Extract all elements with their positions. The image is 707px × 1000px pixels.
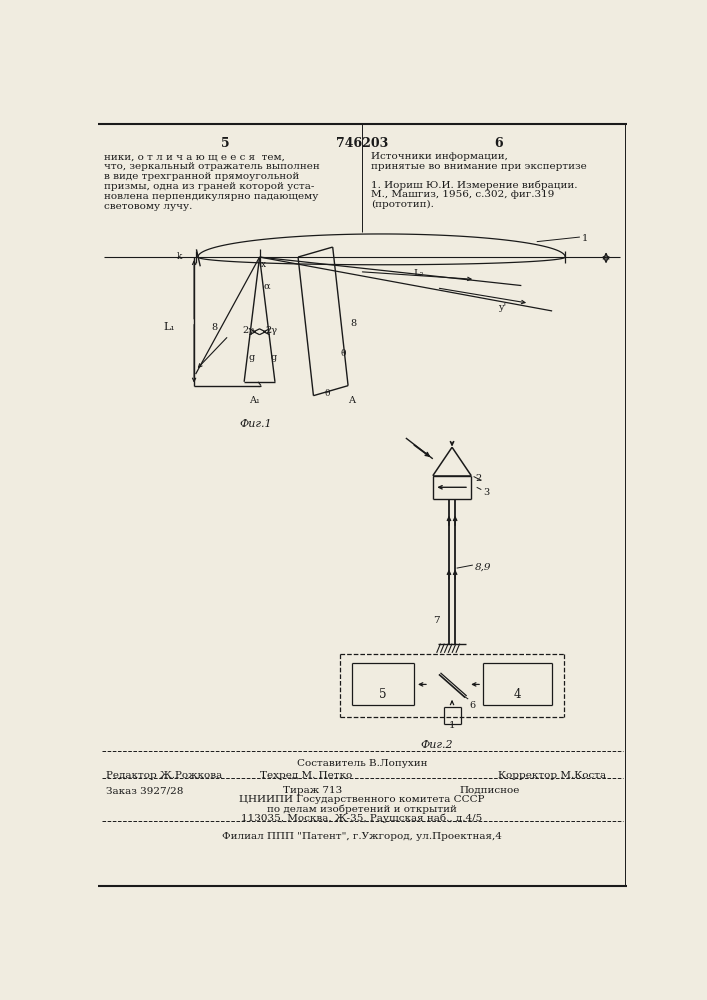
- Text: θ: θ: [325, 389, 330, 398]
- Text: Составитель В.Лопухин: Составитель В.Лопухин: [297, 759, 427, 768]
- Text: 1: 1: [449, 721, 455, 730]
- Text: 4: 4: [514, 688, 521, 701]
- Text: Корректор М.Коста: Корректор М.Коста: [498, 771, 607, 780]
- Text: 1. Иориш Ю.И. Измерение вибрации.: 1. Иориш Ю.И. Измерение вибрации.: [371, 180, 578, 190]
- Text: Редактор Ж.Рожкова: Редактор Ж.Рожкова: [105, 771, 222, 780]
- Text: 6: 6: [469, 701, 476, 710]
- Text: принятые во внимание при экспертизе: принятые во внимание при экспертизе: [371, 162, 587, 171]
- Text: Подписное: Подписное: [460, 786, 520, 795]
- Text: что, зеркальный отражатель выполнен: что, зеркальный отражатель выполнен: [104, 162, 320, 171]
- Text: 113035, Москва, Ж-35, Раушская наб., д.4/5: 113035, Москва, Ж-35, Раушская наб., д.4…: [241, 814, 483, 823]
- Text: 3: 3: [483, 488, 489, 497]
- Text: 2γ: 2γ: [266, 326, 278, 335]
- Text: по делам изобретений и открытий: по делам изобретений и открытий: [267, 805, 457, 814]
- Text: 5: 5: [379, 688, 387, 701]
- Text: y': y': [498, 303, 506, 312]
- Text: Источники информации,: Источники информации,: [371, 152, 508, 161]
- Text: 2: 2: [475, 474, 481, 483]
- Text: световому лучу.: световому лучу.: [104, 202, 192, 211]
- Text: g: g: [249, 353, 255, 362]
- Text: (прототип).: (прототип).: [371, 200, 434, 209]
- Text: θ: θ: [340, 349, 346, 358]
- Text: Фиг.1: Фиг.1: [240, 419, 272, 429]
- Text: L₂: L₂: [414, 269, 424, 278]
- Text: g: g: [270, 353, 276, 362]
- Text: 7: 7: [433, 616, 440, 625]
- Text: Заказ 3927/28: Заказ 3927/28: [105, 786, 183, 795]
- Text: 1: 1: [581, 234, 588, 243]
- Text: Тираж 713: Тираж 713: [283, 786, 342, 795]
- Text: Техред М. Петко: Техред М. Петко: [259, 771, 352, 780]
- Text: 8: 8: [212, 323, 218, 332]
- Text: в виде трехгранной прямоугольной: в виде трехгранной прямоугольной: [104, 172, 299, 181]
- Text: новлена перпендикулярно падающему: новлена перпендикулярно падающему: [104, 192, 318, 201]
- Text: Фиг.2: Фиг.2: [421, 740, 453, 750]
- Text: призмы, одна из граней которой уста-: призмы, одна из граней которой уста-: [104, 182, 315, 191]
- Text: A₁: A₁: [249, 396, 259, 405]
- Text: L₁: L₁: [163, 322, 175, 332]
- Text: ники, о т л и ч а ю щ е е с я  тем,: ники, о т л и ч а ю щ е е с я тем,: [104, 152, 285, 161]
- Text: 5: 5: [221, 137, 229, 150]
- Text: М., Машгиз, 1956, с.302, фиг.319: М., Машгиз, 1956, с.302, фиг.319: [371, 190, 554, 199]
- Text: 2γ: 2γ: [243, 326, 255, 335]
- Text: x: x: [261, 260, 267, 269]
- Text: Филиал ППП "Патент", г.Ужгород, ул.Проектная,4: Филиал ППП "Патент", г.Ужгород, ул.Проек…: [222, 832, 502, 841]
- Text: 8: 8: [351, 319, 356, 328]
- Text: α: α: [264, 282, 270, 291]
- Text: 8,9: 8,9: [475, 563, 491, 572]
- Text: 6: 6: [494, 137, 503, 150]
- Text: ЦНИИПИ Государственного комитета СССР: ЦНИИПИ Государственного комитета СССР: [239, 795, 485, 804]
- Text: k: k: [177, 252, 182, 261]
- Text: 746203: 746203: [336, 137, 388, 150]
- Text: A: A: [348, 396, 355, 405]
